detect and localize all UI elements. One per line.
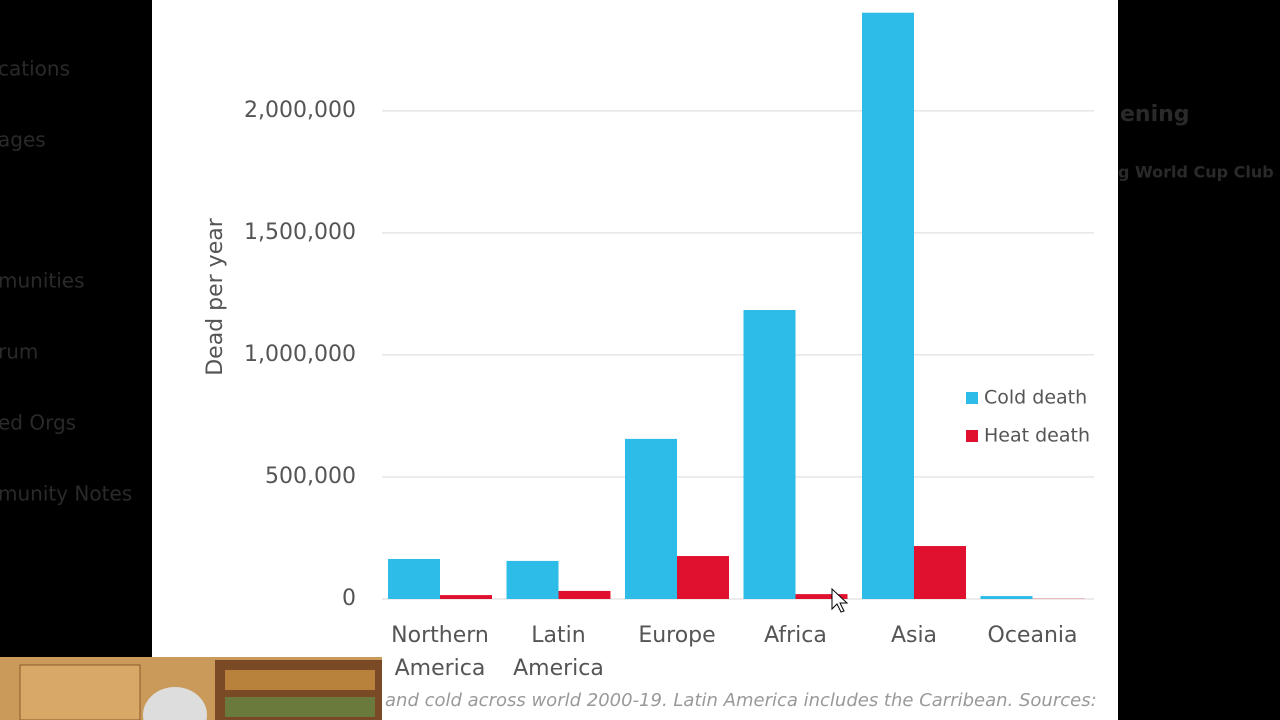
bar — [506, 560, 559, 599]
bar — [980, 596, 1033, 599]
cabinet — [19, 664, 141, 720]
chart-panel — [152, 0, 1118, 720]
x-tick-label: Oceania — [988, 623, 1078, 648]
bar — [625, 438, 677, 599]
side-subheading: g World Cup Club — [1118, 163, 1274, 182]
bar — [677, 556, 729, 599]
y-tick-label: 1,000,000 — [244, 342, 356, 367]
bar — [440, 595, 492, 599]
bar — [914, 546, 966, 599]
webcam — [0, 657, 382, 720]
side-heading: ening — [1120, 102, 1190, 127]
legend-swatch — [966, 392, 978, 404]
menu-item: ed Orgs — [0, 411, 76, 435]
x-tick-label: Latin America — [513, 623, 604, 681]
bar — [558, 590, 611, 599]
y-tick-label: 500,000 — [265, 464, 356, 489]
menu-item: munities — [0, 269, 85, 293]
menu-item: cations — [0, 57, 70, 81]
y-tick-label: 2,000,000 — [244, 98, 356, 123]
menu-item: ages — [0, 128, 46, 152]
x-tick-label: Europe — [638, 623, 715, 648]
y-tick-label: 1,500,000 — [244, 220, 356, 245]
menu-item: rum — [0, 340, 38, 364]
x-tick-label: Northern America — [391, 623, 489, 681]
cursor — [831, 587, 849, 613]
y-axis-label: Dead per year — [203, 217, 228, 375]
legend-label: Heat death — [984, 425, 1090, 447]
y-tick-label: 0 — [342, 586, 356, 611]
menu-item: munity Notes — [0, 482, 132, 506]
x-tick-label: Africa — [764, 623, 827, 648]
books — [225, 697, 375, 717]
bar — [743, 310, 796, 599]
books — [225, 670, 375, 690]
legend-label: Cold death — [984, 387, 1087, 409]
person — [143, 687, 207, 720]
bar — [388, 558, 440, 599]
bar — [862, 12, 914, 599]
caption: and cold across world 2000-19. Latin Ame… — [385, 690, 1097, 711]
bar — [795, 594, 848, 599]
legend-swatch — [966, 430, 978, 442]
x-tick-label: Asia — [891, 623, 937, 648]
